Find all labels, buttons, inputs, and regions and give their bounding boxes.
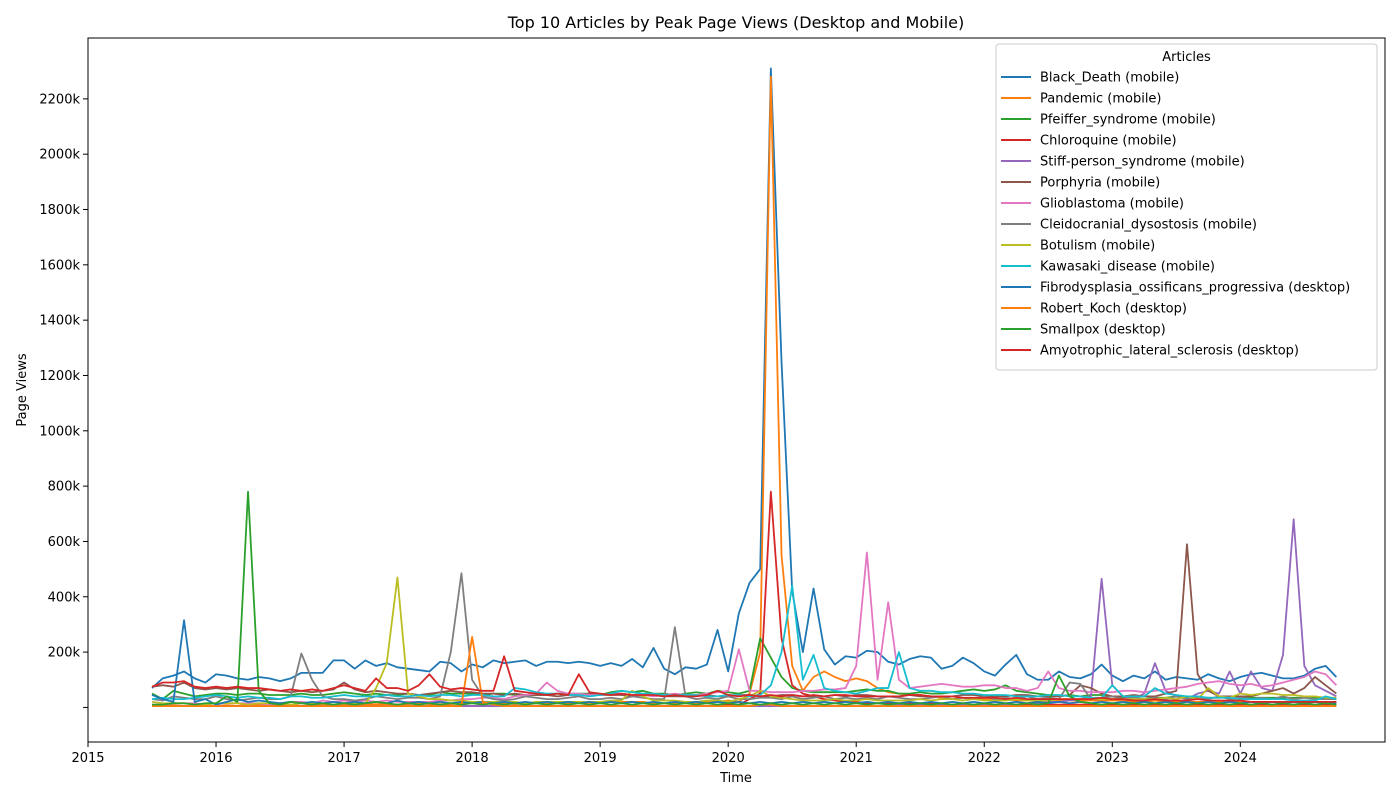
y-tick-label: 1400k xyxy=(39,314,80,329)
series-line-11 xyxy=(151,619,1337,706)
legend-label: Amyotrophic_lateral_sclerosis (desktop) xyxy=(1040,344,1299,359)
legend-label: Pfeiffer_syndrome (mobile) xyxy=(1040,113,1216,128)
legend-label: Botulism (mobile) xyxy=(1040,239,1155,254)
legend-box xyxy=(995,43,1378,371)
y-tick-label: 800k xyxy=(48,480,81,495)
legend-label: Robert_Koch (desktop) xyxy=(1040,302,1187,317)
y-tick-label: 1600k xyxy=(39,258,80,273)
x-axis-label: Time xyxy=(719,771,752,786)
legend-title: Articles xyxy=(1162,50,1211,65)
legend-label: Stiff-person_syndrome (mobile) xyxy=(1040,155,1245,170)
chart-title: Top 10 Articles by Peak Page Views (Desk… xyxy=(507,13,965,32)
x-tick-label: 2023 xyxy=(1096,751,1129,766)
y-axis: 200k 400k 600k 800k 1000k 1200k 1400k 1600k 1800… xyxy=(39,92,88,708)
legend: Articles Black_Death (mobile) Pandemic (m… xyxy=(995,43,1378,371)
y-tick-label: 1000k xyxy=(39,424,80,439)
series-line-14 xyxy=(151,655,1337,703)
y-tick-label: 600k xyxy=(48,535,81,550)
x-tick-label: 2017 xyxy=(328,751,361,766)
x-tick-label: 2022 xyxy=(968,751,1001,766)
x-tick-label: 2015 xyxy=(71,751,104,766)
x-tick-label: 2021 xyxy=(840,751,873,766)
y-tick-label: 2000k xyxy=(39,148,80,163)
legend-label: Porphyria (mobile) xyxy=(1040,176,1160,191)
legend-label: Kawasaki_disease (mobile) xyxy=(1040,260,1215,275)
y-tick-label: 400k xyxy=(48,590,81,605)
y-axis-label: Page Views xyxy=(15,353,30,426)
series-line-12 xyxy=(152,635,1337,707)
series-line-7 xyxy=(152,551,1337,706)
y-tick-label: 200k xyxy=(48,646,81,661)
plot-area-frame xyxy=(87,37,1386,743)
series-line-13 xyxy=(152,490,1337,706)
legend-label: Pandemic (mobile) xyxy=(1040,92,1162,107)
series-layer xyxy=(151,67,1337,707)
x-tick-label: 2018 xyxy=(456,751,489,766)
x-tick-label: 2016 xyxy=(199,751,232,766)
legend-label: Cleidocranial_dysostosis (mobile) xyxy=(1040,218,1257,233)
y-tick-label: 1800k xyxy=(39,203,80,218)
legend-label: Chloroquine (mobile) xyxy=(1040,134,1177,149)
x-axis: 2015 2016 2017 2018 2019 2020 2021 2022 2023 2024 xyxy=(71,742,1257,766)
legend-label: Smallpox (desktop) xyxy=(1040,323,1166,338)
x-tick-label: 2024 xyxy=(1224,751,1257,766)
x-tick-label: 2020 xyxy=(712,751,745,766)
x-tick-label: 2019 xyxy=(584,751,617,766)
legend-label: Fibrodysplasia_ossificans_progressiva (d… xyxy=(1040,281,1350,296)
legend-label: Black_Death (mobile) xyxy=(1040,71,1179,86)
y-tick-label: 1200k xyxy=(39,369,80,384)
series-line-1 xyxy=(151,67,1337,689)
legend-items: Black_Death (mobile) Pandemic (mobile) Pfe… xyxy=(1001,71,1350,359)
y-tick-label: 2200k xyxy=(39,92,80,107)
legend-label: Glioblastoma (mobile) xyxy=(1040,197,1184,212)
